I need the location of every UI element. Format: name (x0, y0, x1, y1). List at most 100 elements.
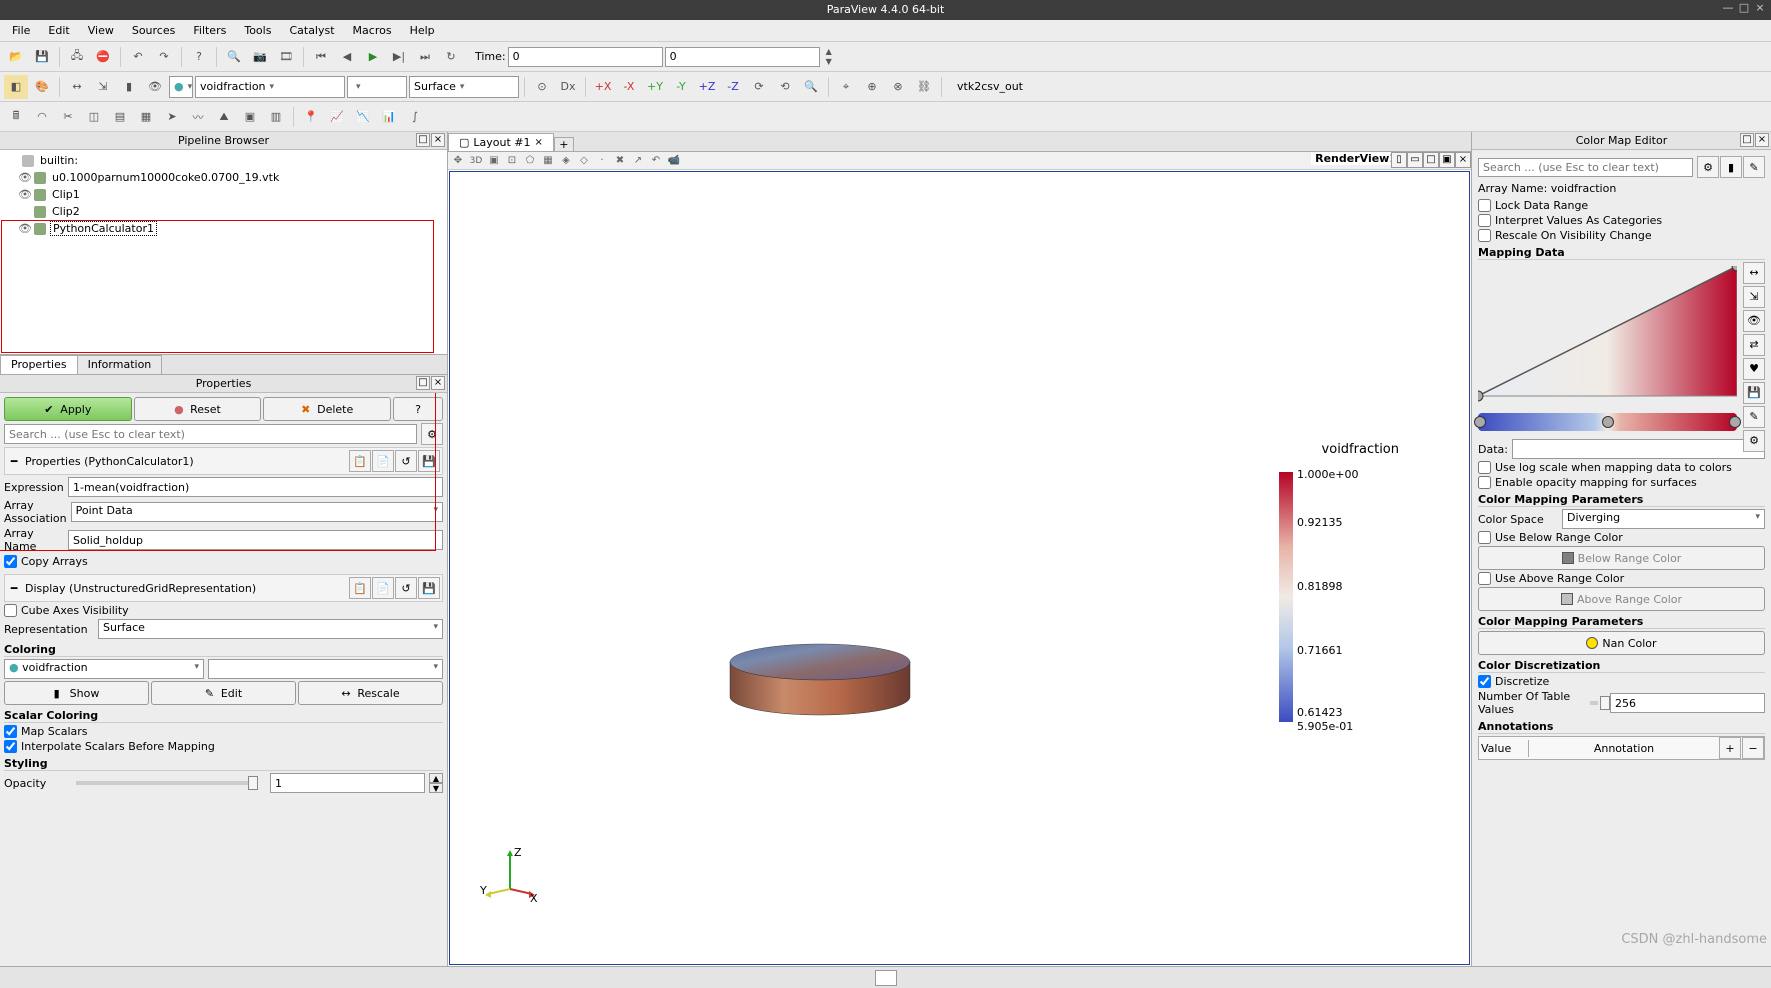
copy-icon[interactable]: 📋 (349, 577, 371, 599)
save-preset-icon[interactable]: 💾 (1743, 382, 1765, 404)
show-center-icon[interactable]: ⊗ (886, 75, 910, 99)
streamtrace-icon[interactable]: 〰 (186, 105, 210, 129)
slice-icon[interactable]: ◫ (82, 105, 106, 129)
help-icon[interactable]: ? (187, 45, 211, 69)
select-cells-icon[interactable]: ▣ (486, 153, 502, 169)
select-poly-icon[interactable]: ⬠ (522, 153, 538, 169)
visibility-eye-icon[interactable]: 👁 (18, 188, 30, 201)
clip-icon[interactable]: ✂ (56, 105, 80, 129)
representation-combo[interactable]: Surface▾ (409, 76, 519, 98)
rescale-range-icon[interactable]: ⇲ (91, 75, 115, 99)
gear-icon[interactable]: ⚙ (1697, 156, 1719, 178)
properties-search-input[interactable] (4, 424, 417, 444)
lock-range-checkbox[interactable] (1478, 199, 1491, 212)
save-state-icon[interactable]: 💾 (30, 45, 54, 69)
help-button[interactable]: ? (393, 397, 443, 421)
rescale-custom-icon[interactable]: ⇲ (1743, 286, 1765, 308)
find-data-icon[interactable]: 🔍 (222, 45, 246, 69)
properties-close-icon[interactable]: × (431, 376, 445, 390)
show-colorbar-icon[interactable]: ▮ (117, 75, 141, 99)
axis-nz-icon[interactable]: -Z (721, 75, 745, 99)
menu-tools[interactable]: Tools (236, 22, 279, 39)
time-index-input[interactable] (665, 47, 820, 67)
disconnect-icon[interactable]: ⛔ (91, 45, 115, 69)
solid-color-icon[interactable]: ◧ (4, 75, 28, 99)
edit-colormap-button[interactable]: ✎Edit (151, 681, 296, 705)
select-interactive-icon[interactable]: ◈ (558, 153, 574, 169)
color-by-icon[interactable]: 🎨 (30, 75, 54, 99)
axis-py-icon[interactable]: +Y (643, 75, 667, 99)
opacity-input[interactable] (270, 773, 425, 793)
expression-input[interactable] (68, 477, 443, 497)
rescale-custom-icon[interactable]: ↔ (65, 75, 89, 99)
array-assoc-select[interactable]: Point Data (71, 502, 443, 522)
save-screenshot-icon[interactable]: 📷 (248, 45, 272, 69)
select-points-icon[interactable]: ⊡ (504, 153, 520, 169)
menu-catalyst[interactable]: Catalyst (281, 22, 342, 39)
camera-reset-icon[interactable]: ⊙ (530, 75, 554, 99)
select-block-icon[interactable]: ▦ (540, 153, 556, 169)
menu-file[interactable]: File (4, 22, 38, 39)
camera-link-icon[interactable]: ↗ (630, 153, 646, 169)
rotate-90-cw-icon[interactable]: ⟳ (747, 75, 771, 99)
window-close-button[interactable]: × (1753, 2, 1767, 16)
restore-view-icon[interactable]: ▣ (1439, 152, 1455, 168)
axis-ny-icon[interactable]: -Y (669, 75, 693, 99)
save-defaults-icon[interactable]: 💾 (418, 577, 440, 599)
colormap-close-icon[interactable]: × (1755, 133, 1769, 147)
loop-icon[interactable]: ↻ (439, 45, 463, 69)
colorbar-edit-icon[interactable]: ✎ (1743, 156, 1765, 178)
save-animation-icon[interactable]: 🎞 (274, 45, 298, 69)
opacity-mapping-checkbox[interactable] (1478, 476, 1491, 489)
tree-item-builtin[interactable]: builtin: (2, 152, 445, 169)
show-colorbar-button[interactable]: ▮Show (4, 681, 149, 705)
nan-color-button[interactable]: Nan Color (1478, 631, 1765, 655)
manual-edit-icon[interactable]: ✎ (1743, 406, 1765, 428)
advanced-toggle-icon[interactable]: ⚙ (421, 423, 443, 445)
tree-item-clip2[interactable]: Clip2 (2, 203, 445, 220)
interp-scalars-checkbox[interactable] (4, 740, 17, 753)
opacity-slider[interactable] (76, 781, 258, 785)
discretize-checkbox[interactable] (1478, 675, 1491, 688)
array-name-input[interactable] (68, 530, 443, 550)
delete-button[interactable]: ✖Delete (263, 397, 391, 421)
visibility-eye-icon[interactable]: 👁 (18, 222, 30, 235)
close-view-icon[interactable]: × (1455, 152, 1471, 168)
pipeline-close-icon[interactable]: × (431, 133, 445, 147)
axis-nx-icon[interactable]: -X (617, 75, 641, 99)
contour-icon[interactable]: ◠ (30, 105, 54, 129)
menu-help[interactable]: Help (402, 22, 443, 39)
axis-px-icon[interactable]: +X (591, 75, 615, 99)
reset-center-icon[interactable]: ⊕ (860, 75, 884, 99)
connect-icon[interactable]: 🖧 (65, 45, 89, 69)
rotate-90-ccw-icon[interactable]: ⟲ (773, 75, 797, 99)
reset-button[interactable]: ●Reset (134, 397, 262, 421)
remove-annotation-icon[interactable]: − (1742, 737, 1764, 759)
window-maximize-button[interactable]: □ (1737, 2, 1751, 16)
macro-vtk2csv[interactable]: vtk2csv_out (947, 80, 1033, 93)
copy-icon[interactable]: 📋 (349, 450, 371, 472)
link-camera-icon[interactable]: ⛓ (912, 75, 936, 99)
opacity-spin-up[interactable]: ▲ (429, 773, 443, 783)
plot-line-icon[interactable]: 📈 (325, 105, 349, 129)
coloring-component-select[interactable] (208, 659, 443, 679)
time-value-input[interactable] (508, 47, 663, 67)
threshold-icon[interactable]: ▤ (108, 105, 132, 129)
split-horizontal-icon[interactable]: ▯ (1391, 152, 1407, 168)
menu-view[interactable]: View (80, 22, 122, 39)
histogram-icon[interactable]: 📊 (377, 105, 401, 129)
rescale-button[interactable]: ↔Rescale (298, 681, 443, 705)
undo-icon[interactable]: ↶ (126, 45, 150, 69)
menu-edit[interactable]: Edit (40, 22, 77, 39)
colormap-search-input[interactable] (1478, 158, 1693, 177)
use-below-range-checkbox[interactable] (1478, 531, 1491, 544)
data-value-input[interactable] (1512, 439, 1765, 459)
edit-colormap-icon[interactable]: 👁 (143, 75, 167, 99)
pick-center-icon[interactable]: ⌖ (834, 75, 858, 99)
open-file-icon[interactable]: 📂 (4, 45, 28, 69)
add-layout-button[interactable]: + (554, 137, 574, 151)
color-handle-left[interactable] (1474, 416, 1486, 428)
interp-categories-checkbox[interactable] (1478, 214, 1491, 227)
glyph-icon[interactable]: ➤ (160, 105, 184, 129)
layout-tab[interactable]: ▢Layout #1× (448, 133, 554, 151)
